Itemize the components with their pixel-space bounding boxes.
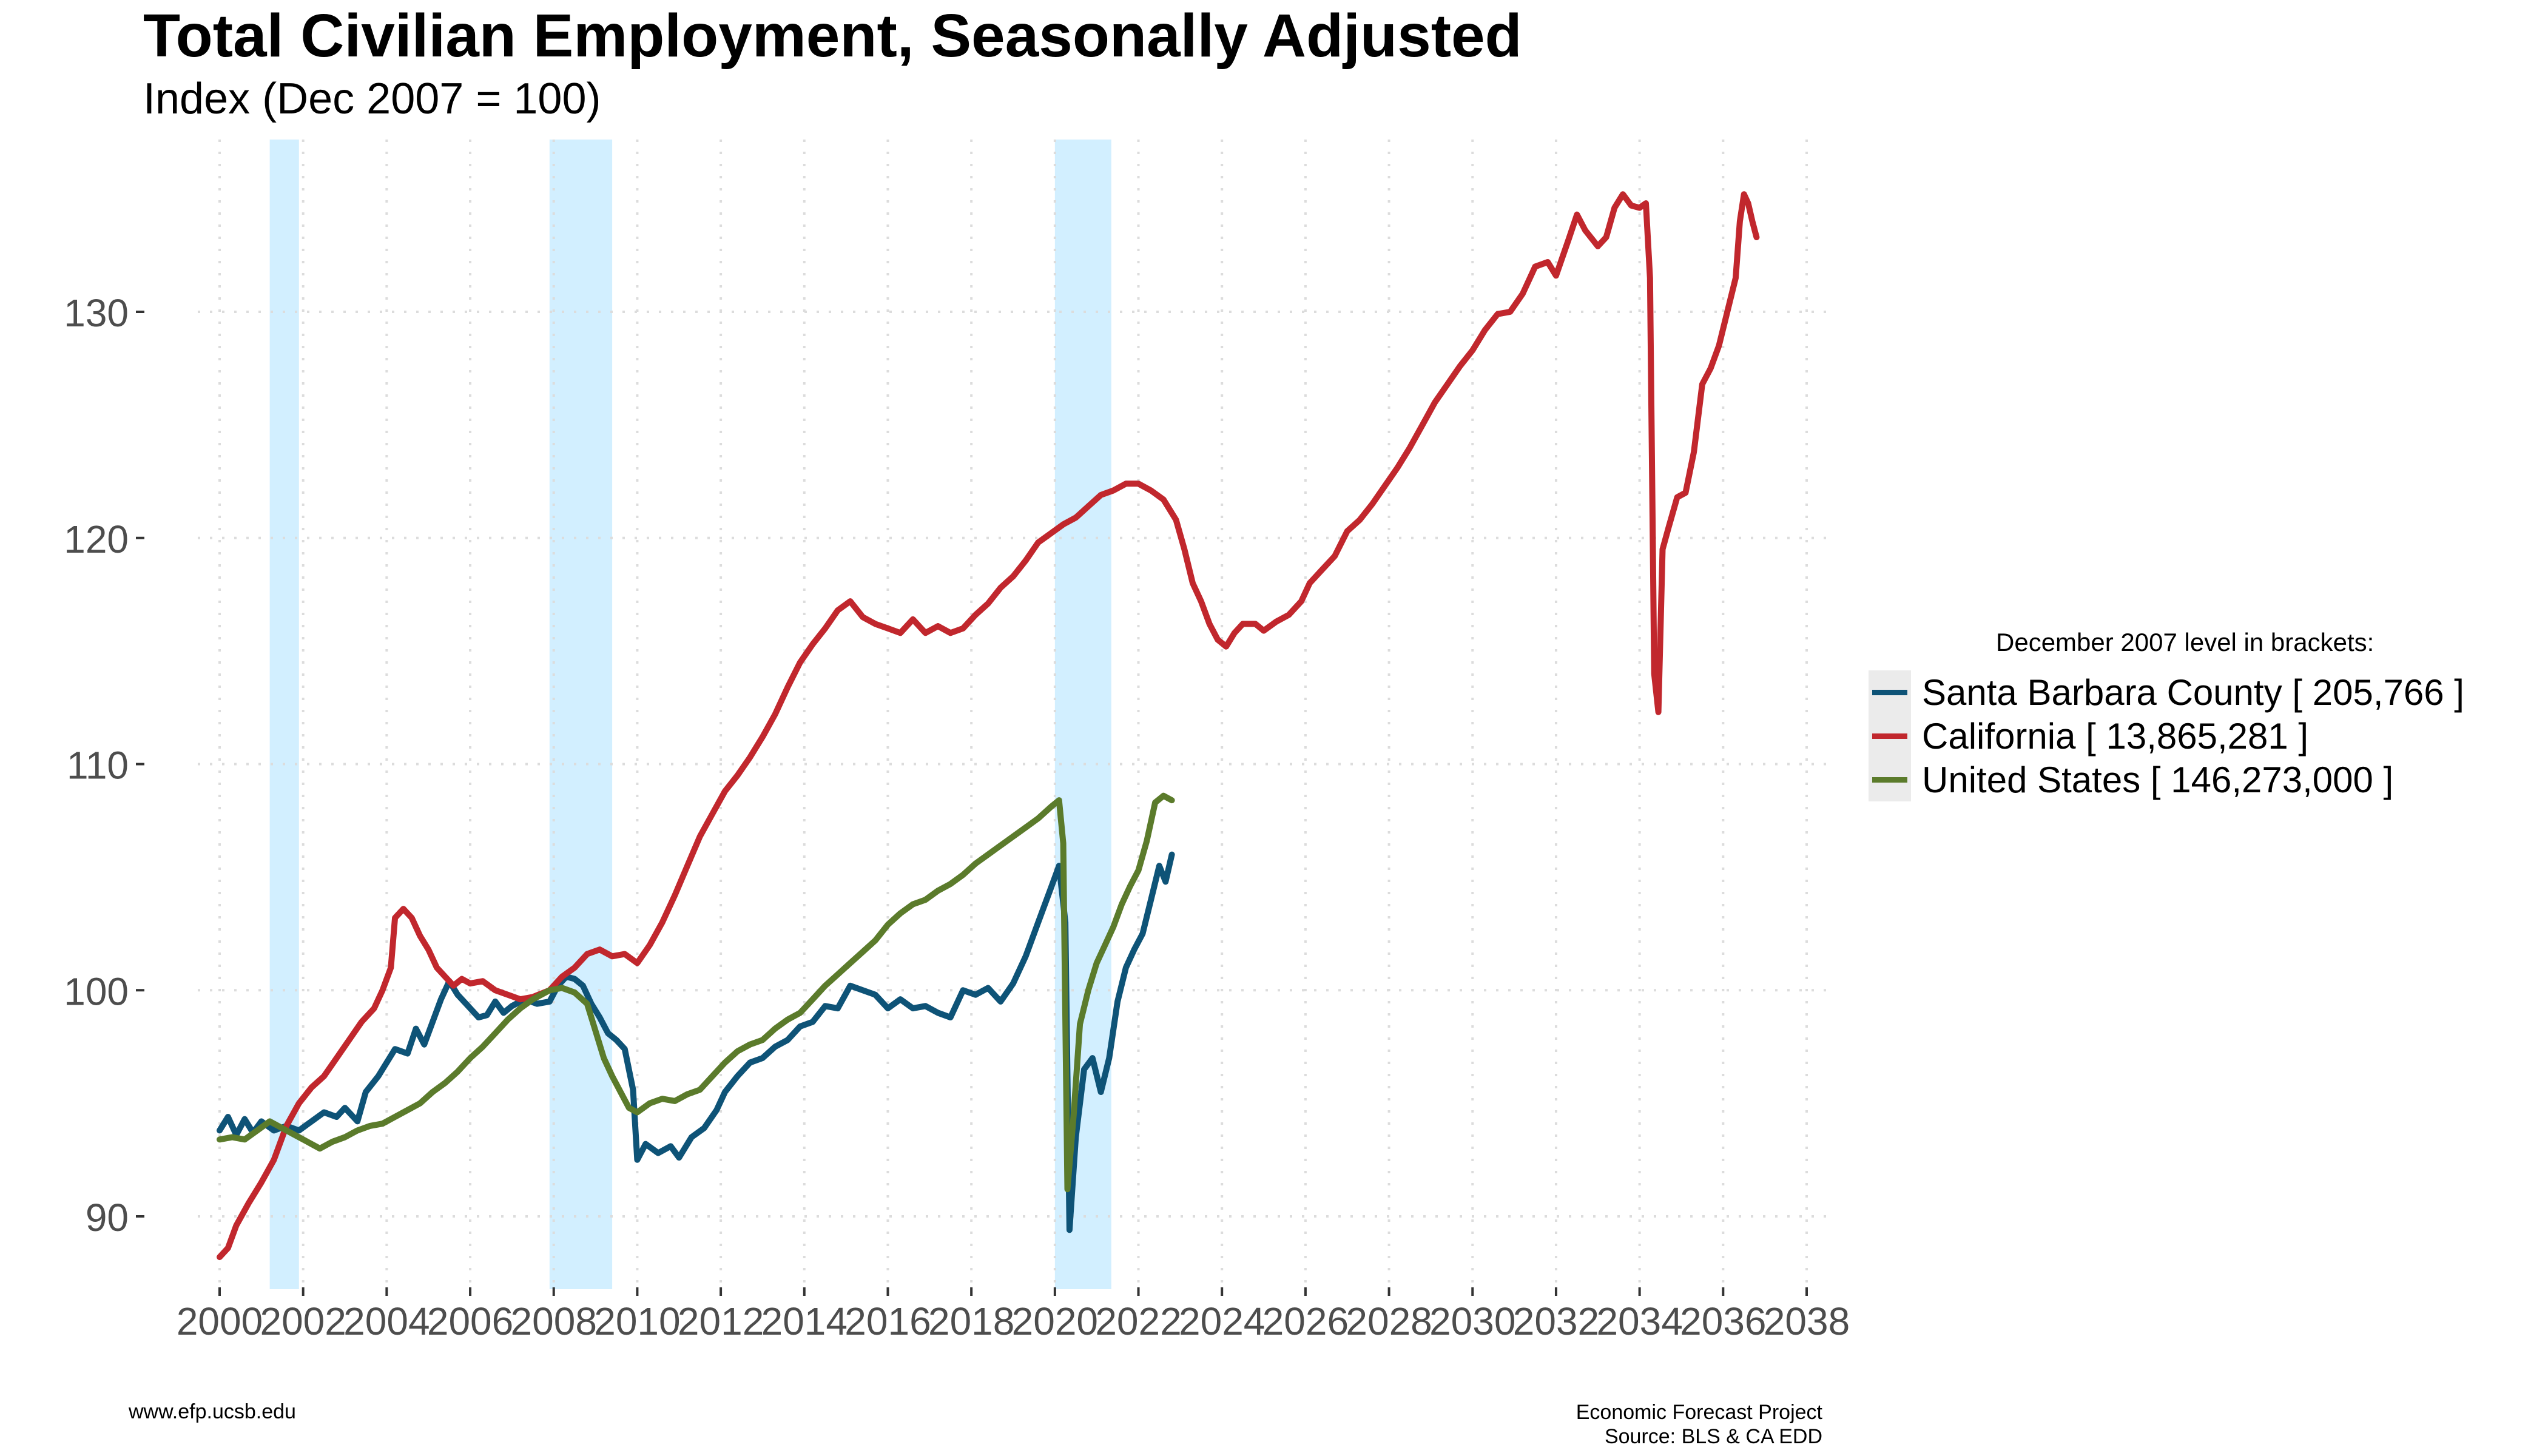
legend-label-santa-barbara: Santa Barbara County [ 205,766 ]	[1922, 672, 2464, 713]
legend-title: December 2007 level in brackets:	[1996, 628, 2374, 656]
legend-swatch-united-states	[1872, 777, 1907, 783]
x-tick-label-2038: 2038	[1764, 1299, 1850, 1343]
recession-band-1	[269, 140, 299, 1289]
recession-band-2	[549, 140, 613, 1289]
chart-subtitle: Index (Dec 2007 = 100)	[143, 75, 601, 123]
legend: December 2007 level in brackets: Santa B…	[1869, 628, 2464, 801]
footer-source-line2: Source: BLS & CA EDD	[1604, 1425, 1822, 1448]
footer-source-line1: Economic Forecast Project	[1576, 1401, 1822, 1424]
y-tick-label-110: 110	[67, 744, 129, 787]
x-tick-label-2008: 2008	[511, 1299, 597, 1343]
x-tick-label-2020: 2020	[1012, 1299, 1098, 1343]
legend-swatch-santa-barbara	[1872, 690, 1907, 695]
y-tick-label-120: 120	[64, 517, 129, 561]
legend-item-united-states: United States [ 146,273,000 ]	[1869, 758, 2464, 801]
x-tick-label-2036: 2036	[1680, 1299, 1766, 1343]
legend-item-santa-barbara: Santa Barbara County [ 205,766 ]	[1869, 670, 2464, 714]
legend-key-santa-barbara	[1869, 670, 1911, 714]
x-tick-label-2018: 2018	[928, 1299, 1014, 1343]
axes-group: 9010011012013020002002200420062008201020…	[64, 291, 1850, 1343]
x-tick-label-2022: 2022	[1095, 1299, 1181, 1343]
x-tick-label-2002: 2002	[260, 1299, 346, 1343]
y-tick-label-100: 100	[64, 969, 129, 1013]
footer-website: www.efp.ucsb.edu	[129, 1400, 296, 1423]
x-tick-label-2010: 2010	[594, 1299, 680, 1343]
x-tick-label-2030: 2030	[1429, 1299, 1515, 1343]
x-tick-label-2004: 2004	[343, 1299, 430, 1343]
grid-group	[198, 140, 1826, 1289]
legend-item-california: California [ 13,865,281 ]	[1869, 714, 2464, 758]
series-line-santa-barbara-county	[217, 851, 1175, 1233]
x-tick-label-2012: 2012	[678, 1299, 764, 1343]
legend-label-united-states: United States [ 146,273,000 ]	[1922, 759, 2394, 800]
series-group	[217, 191, 1760, 1261]
series-line-california	[217, 191, 1760, 1261]
x-tick-label-2032: 2032	[1513, 1299, 1599, 1343]
chart-title: Total Civilian Employment, Seasonally Ad…	[143, 2, 1522, 70]
legend-swatch-california	[1872, 733, 1907, 739]
y-tick-label-90: 90	[86, 1196, 129, 1239]
legend-key-california	[1869, 714, 1911, 758]
x-tick-label-2026: 2026	[1262, 1299, 1349, 1343]
x-tick-label-2016: 2016	[844, 1299, 931, 1343]
x-tick-label-2028: 2028	[1346, 1299, 1432, 1343]
x-tick-label-2024: 2024	[1179, 1299, 1265, 1343]
x-tick-label-2006: 2006	[427, 1299, 513, 1343]
legend-key-united-states	[1869, 758, 1911, 801]
legend-label-california: California [ 13,865,281 ]	[1922, 715, 2309, 757]
footer-source: Economic Forecast Project Source: BLS & …	[1576, 1400, 1822, 1449]
x-tick-label-2000: 2000	[177, 1299, 263, 1343]
series-line-united-states	[217, 792, 1175, 1193]
x-tick-label-2034: 2034	[1596, 1299, 1682, 1343]
x-tick-label-2014: 2014	[761, 1299, 848, 1343]
recession-band-3	[1054, 140, 1111, 1289]
y-tick-label-130: 130	[64, 291, 129, 335]
